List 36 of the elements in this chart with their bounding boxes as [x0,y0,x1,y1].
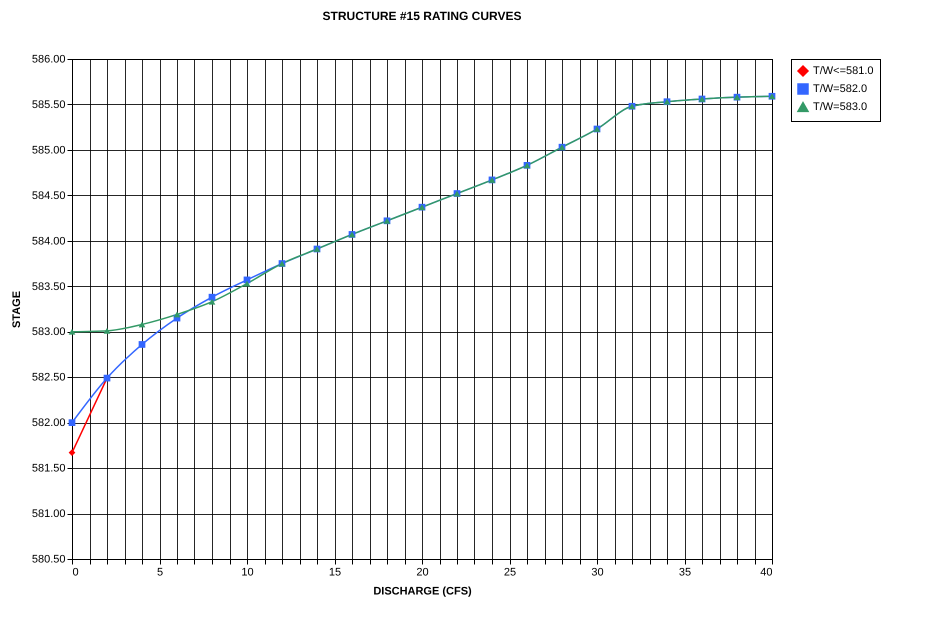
y-tick-label: 582.00 [32,417,66,430]
x-tick-label: 35 [678,566,692,578]
legend-label: T/W=582.0 [813,83,868,95]
x-tick-label: 0 [72,566,79,578]
y-axis-title: STAGE [10,290,23,328]
y-tick-label: 583.00 [32,326,66,338]
legend-label: T/W=583.0 [813,101,868,113]
x-tick-label: 15 [328,566,342,578]
y-tick-label: 585.50 [32,98,66,111]
y-tick-label: 586.00 [32,54,66,66]
x-tick-label: 30 [591,566,604,578]
x-tick-label: 5 [156,566,164,578]
legend-label: T/W<=581.0 [813,65,874,77]
point [244,276,250,284]
y-tick-label: 584.50 [32,190,66,202]
y-tick-label: 581.50 [32,462,66,475]
point [208,298,216,305]
y-tick-label: 583.50 [32,280,66,293]
point [138,322,146,328]
x-tick-label: 40 [760,566,772,578]
point [208,294,216,301]
point [244,280,250,286]
x-tick-label: 10 [241,566,254,578]
point [104,328,110,334]
y-tick-label: 584.00 [32,235,66,248]
point [138,341,146,348]
point [68,449,76,456]
point [174,312,180,318]
y-tick-label: 585.00 [32,144,66,156]
y-tick-label: 582.50 [32,372,66,384]
chart-title: STRUCTURE #15 RATING CURVES [322,9,522,23]
x-tick-label: 20 [416,566,429,578]
y-tick-label: 580.50 [32,554,66,566]
y-tick-label: 581.00 [32,508,66,520]
x-axis-title: DISCHARGE (CFS) [373,586,472,598]
x-tick-label: 25 [504,566,516,578]
